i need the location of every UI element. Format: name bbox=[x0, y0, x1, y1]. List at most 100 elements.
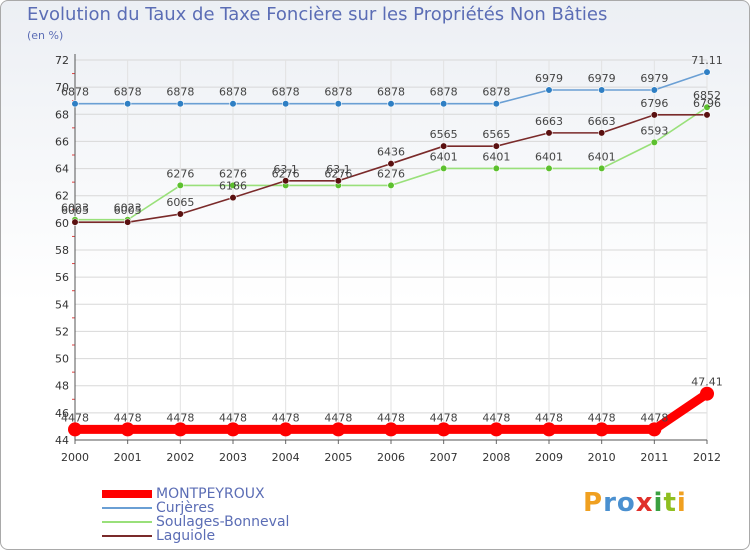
series-point-1 bbox=[545, 86, 553, 94]
series-point-0 bbox=[542, 422, 556, 437]
logo-letter: x bbox=[635, 488, 654, 518]
y-tick-label: 54 bbox=[55, 298, 69, 311]
series-point-1 bbox=[334, 100, 342, 108]
series-point-0 bbox=[647, 422, 662, 437]
y-tick-label: 56 bbox=[55, 271, 69, 284]
data-label-1: 6878 bbox=[430, 86, 458, 99]
y-tick-label: 66 bbox=[55, 135, 69, 148]
x-tick-label: 2008 bbox=[482, 451, 510, 464]
y-tick-label: 46 bbox=[55, 407, 69, 420]
data-label-1: 6878 bbox=[272, 86, 300, 99]
legend-item-3: Laguiole bbox=[102, 528, 215, 544]
data-label-0: 4478 bbox=[166, 411, 194, 424]
data-label-2: 6401 bbox=[430, 150, 458, 163]
data-label-3: 6436 bbox=[377, 146, 405, 159]
x-tick-label: 2006 bbox=[377, 451, 405, 464]
series-point-0 bbox=[226, 422, 240, 437]
data-label-1: 6979 bbox=[640, 72, 668, 85]
logo-letter: P bbox=[583, 488, 604, 518]
data-label-1: 6878 bbox=[377, 86, 405, 99]
data-label-3: 6005 bbox=[114, 204, 142, 217]
series-point-1 bbox=[282, 100, 290, 108]
series-point-3 bbox=[545, 129, 553, 137]
y-tick-label: 50 bbox=[55, 353, 69, 366]
proxiti-logo: Proxiti bbox=[583, 488, 687, 518]
legend-item-1: Curjères bbox=[102, 500, 215, 516]
data-label-2: 6023 bbox=[114, 202, 142, 215]
data-label-0: 4478 bbox=[377, 411, 405, 424]
series-point-3 bbox=[176, 210, 184, 218]
series-point-1 bbox=[387, 100, 395, 108]
data-label-1: 71.11 bbox=[691, 54, 723, 67]
series-point-2 bbox=[545, 164, 553, 173]
data-label-1: 6878 bbox=[61, 86, 89, 99]
data-label-0: 4478 bbox=[430, 411, 458, 424]
data-label-2: 6276 bbox=[377, 167, 405, 180]
data-label-1: 6878 bbox=[324, 86, 352, 99]
series-point-2 bbox=[650, 138, 658, 146]
data-label-0: 4478 bbox=[535, 411, 563, 424]
data-label-2: 6023 bbox=[61, 202, 89, 215]
logo-letter: i bbox=[653, 488, 664, 518]
data-label-3: 6796 bbox=[640, 97, 668, 110]
x-tick-label: 2012 bbox=[693, 451, 721, 464]
series-point-0 bbox=[278, 422, 293, 437]
chart-unit: (en %) bbox=[27, 29, 64, 42]
series-point-2 bbox=[492, 164, 500, 173]
data-label-3: 6005 bbox=[61, 204, 89, 217]
data-label-2: 6276 bbox=[166, 167, 194, 180]
series-point-0 bbox=[489, 422, 504, 437]
data-label-3: 6065 bbox=[166, 196, 194, 209]
legend-item-2: Soulages-Bonneval bbox=[102, 514, 290, 530]
logo-letter: o bbox=[616, 488, 636, 518]
logo-letter: r bbox=[603, 488, 617, 518]
series-point-3 bbox=[334, 177, 342, 185]
data-label-3: 6663 bbox=[535, 115, 563, 128]
data-label-1: 6979 bbox=[535, 72, 563, 85]
data-label-3: 63.1 bbox=[326, 163, 351, 176]
series-point-2 bbox=[440, 164, 448, 173]
data-label-0: 4478 bbox=[588, 411, 616, 424]
legend-label-2: Soulages-Bonneval bbox=[156, 514, 290, 530]
data-label-3: 6796 bbox=[693, 97, 721, 110]
legend-label-0: MONTPEYROUX bbox=[156, 486, 265, 502]
data-label-0: 47.41 bbox=[691, 376, 723, 389]
data-label-2: 6401 bbox=[482, 150, 510, 163]
y-tick-label: 62 bbox=[55, 190, 69, 203]
data-label-0: 4478 bbox=[324, 411, 352, 424]
y-tick-label: 58 bbox=[55, 244, 69, 257]
series-point-0 bbox=[384, 422, 398, 437]
y-tick-label: 60 bbox=[55, 217, 69, 230]
legend-label-1: Curjères bbox=[156, 500, 215, 516]
logo-letter: t bbox=[663, 488, 677, 518]
y-tick-label: 48 bbox=[55, 380, 69, 393]
data-label-3: 6565 bbox=[430, 128, 458, 141]
series-point-3 bbox=[703, 111, 711, 119]
series-point-0 bbox=[68, 422, 82, 437]
data-label-0: 4478 bbox=[219, 411, 247, 424]
series-point-0 bbox=[594, 422, 609, 437]
x-tick-label: 2001 bbox=[114, 451, 142, 464]
data-label-2: 6593 bbox=[640, 124, 668, 137]
series-point-2 bbox=[387, 181, 395, 189]
series-point-1 bbox=[598, 86, 606, 94]
data-label-3: 6186 bbox=[219, 180, 247, 193]
series-point-3 bbox=[387, 160, 395, 168]
data-label-2: 6401 bbox=[535, 150, 563, 163]
data-label-3: 63.1 bbox=[273, 163, 298, 176]
data-label-2: 6276 bbox=[272, 167, 300, 180]
data-label-3: 6565 bbox=[482, 128, 510, 141]
series-point-1 bbox=[124, 100, 132, 108]
legend-swatch-2 bbox=[102, 521, 152, 523]
y-tick-label: 64 bbox=[55, 163, 69, 176]
series-point-2 bbox=[703, 103, 711, 111]
series-point-2 bbox=[176, 181, 184, 189]
y-tick-label: 72 bbox=[55, 54, 69, 67]
legend-swatch-1 bbox=[102, 507, 152, 509]
data-label-1: 6878 bbox=[166, 86, 194, 99]
legend-swatch-0 bbox=[102, 490, 152, 498]
series-point-0 bbox=[331, 422, 346, 437]
data-label-0: 4478 bbox=[61, 411, 89, 424]
series-point-1 bbox=[492, 100, 500, 108]
